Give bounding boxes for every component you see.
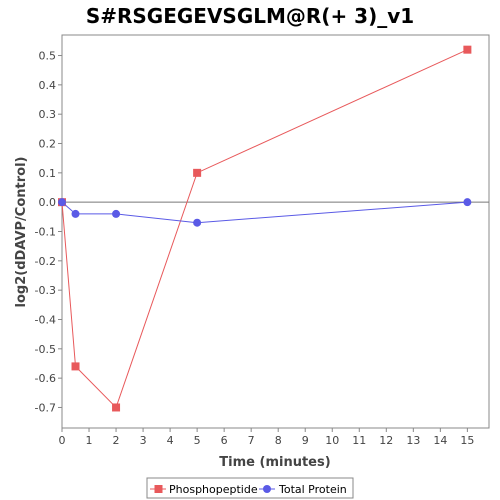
y-tick-label: -0.2 bbox=[35, 255, 56, 268]
data-point-total-protein bbox=[71, 209, 80, 218]
legend: Phosphopeptide Total Protein bbox=[146, 477, 354, 499]
x-tick-label: 1 bbox=[86, 434, 93, 447]
y-tick-label: 0.5 bbox=[39, 50, 57, 63]
x-tick-label: 3 bbox=[140, 434, 147, 447]
x-tick-label: 15 bbox=[460, 434, 474, 447]
x-tick-label: 0 bbox=[59, 434, 66, 447]
data-point-total-protein bbox=[463, 198, 472, 207]
y-tick-label: 0.3 bbox=[39, 108, 57, 121]
x-tick-label: 5 bbox=[194, 434, 201, 447]
y-tick-label: 0.2 bbox=[39, 138, 57, 151]
y-tick-label: 0.1 bbox=[39, 167, 57, 180]
data-point-phosphopeptide bbox=[463, 45, 472, 54]
legend-marker-total-protein bbox=[263, 485, 271, 493]
data-point-phosphopeptide bbox=[71, 362, 80, 371]
x-tick-label: 10 bbox=[325, 434, 339, 447]
x-tick-label: 12 bbox=[379, 434, 393, 447]
x-axis-label: Time (minutes) bbox=[219, 455, 330, 470]
legend-marker-phosphopeptide bbox=[154, 485, 163, 493]
x-tick-label: 13 bbox=[406, 434, 420, 447]
x-tick-label: 11 bbox=[352, 434, 366, 447]
legend-label-total-protein: Total Protein bbox=[278, 483, 347, 496]
x-tick-label: 9 bbox=[302, 434, 309, 447]
y-tick-label: -0.5 bbox=[35, 343, 56, 356]
y-tick-label: -0.4 bbox=[35, 313, 56, 326]
data-point-total-protein bbox=[58, 198, 66, 207]
legend-box bbox=[146, 477, 354, 499]
data-point-total-protein bbox=[193, 218, 202, 227]
data-point-total-protein bbox=[112, 209, 121, 218]
plot-area bbox=[61, 34, 490, 429]
data-point-phosphopeptide bbox=[193, 168, 202, 177]
x-tick-label: 4 bbox=[167, 434, 174, 447]
y-tick-label: 0.0 bbox=[39, 196, 57, 209]
y-tick-label: -0.3 bbox=[35, 284, 56, 297]
y-axis-label: log2(dDAVP/Control) bbox=[14, 157, 29, 308]
x-tick-label: 8 bbox=[275, 434, 282, 447]
x-tick-label: 6 bbox=[221, 434, 228, 447]
y-tick-label: -0.7 bbox=[35, 401, 56, 414]
data-point-phosphopeptide bbox=[112, 403, 121, 412]
y-tick-label: -0.6 bbox=[35, 372, 56, 385]
y-tick-label: -0.1 bbox=[35, 226, 56, 239]
chart-title: S#RSGEGEVSGLM@R(+ 3)_v1 bbox=[86, 4, 414, 28]
legend-label-phosphopeptide: Phosphopeptide bbox=[169, 483, 258, 496]
x-tick-label: 7 bbox=[248, 434, 255, 447]
x-tick-label: 2 bbox=[113, 434, 120, 447]
y-tick-label: 0.4 bbox=[39, 79, 57, 92]
x-tick-label: 14 bbox=[433, 434, 447, 447]
